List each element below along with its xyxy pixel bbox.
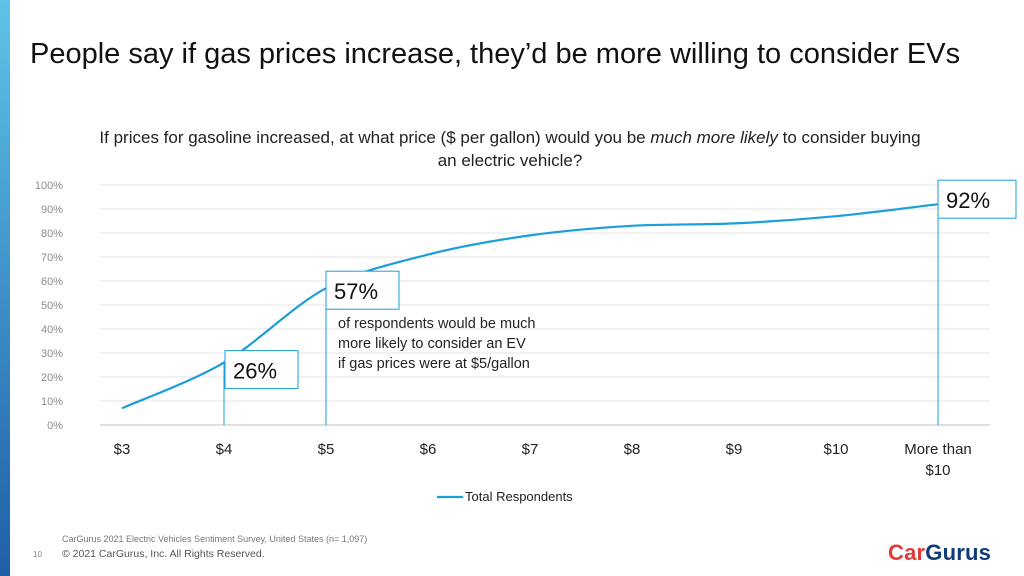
- chart-question: If prices for gasoline increased, at wha…: [90, 126, 930, 172]
- series-line-total-respondents: [121, 203, 939, 410]
- annotation-box: [325, 270, 400, 310]
- cargurus-logo: CarGurus: [888, 540, 991, 566]
- y-tick-label: 100%: [35, 180, 63, 192]
- annotation-callout-text: of respondents would be much: [338, 316, 536, 332]
- x-tick-label: $6: [420, 441, 437, 458]
- x-tick-label: $5: [318, 441, 335, 458]
- annotation-value: 57%: [334, 279, 378, 304]
- logo-gurus: Gurus: [925, 540, 992, 565]
- logo-car: Car: [888, 540, 926, 565]
- accent-bar: [0, 0, 10, 576]
- x-tick-label: $3: [114, 441, 131, 458]
- page-number: 10: [33, 550, 42, 559]
- y-tick-label: 60%: [41, 276, 63, 288]
- y-tick-label: 80%: [41, 228, 63, 240]
- y-tick-label: 40%: [41, 324, 63, 336]
- x-tick-label: $8: [624, 441, 641, 458]
- x-tick-label: $10: [823, 441, 848, 458]
- y-tick-label: 90%: [41, 204, 63, 216]
- annotation-box: [224, 350, 299, 390]
- annotation-callout-text: more likely to consider an EV: [338, 336, 526, 352]
- question-text-end: to consider buying an electric vehicle?: [437, 128, 921, 170]
- question-text-start: If prices for gasoline increased, at wha…: [99, 128, 651, 147]
- legend-label: Total Respondents: [465, 489, 573, 504]
- x-tick-label: $4: [216, 441, 233, 458]
- y-tick-label: 70%: [41, 252, 63, 264]
- annotation-value: 92%: [946, 188, 990, 213]
- y-tick-label: 20%: [41, 372, 63, 384]
- annotation-box: [937, 179, 1017, 219]
- annotation-callout-text: if gas prices were at $5/gallon: [338, 356, 530, 372]
- footer-copyright: © 2021 CarGurus, Inc. All Rights Reserve…: [62, 548, 265, 560]
- y-tick-label: 50%: [41, 300, 63, 312]
- y-tick-label: 10%: [41, 396, 63, 408]
- y-tick-label: 0%: [47, 420, 63, 432]
- x-tick-label: $9: [726, 441, 743, 458]
- x-tick-label: $7: [522, 441, 539, 458]
- y-tick-label: 30%: [41, 348, 63, 360]
- x-tick-label: More than $10: [904, 441, 972, 479]
- slide-title: People say if gas prices increase, they’…: [30, 38, 961, 70]
- question-emphasis: much more likely: [650, 128, 778, 147]
- footer-source: CarGurus 2021 Electric Vehicles Sentimen…: [62, 534, 368, 544]
- annotation-value: 26%: [233, 359, 277, 384]
